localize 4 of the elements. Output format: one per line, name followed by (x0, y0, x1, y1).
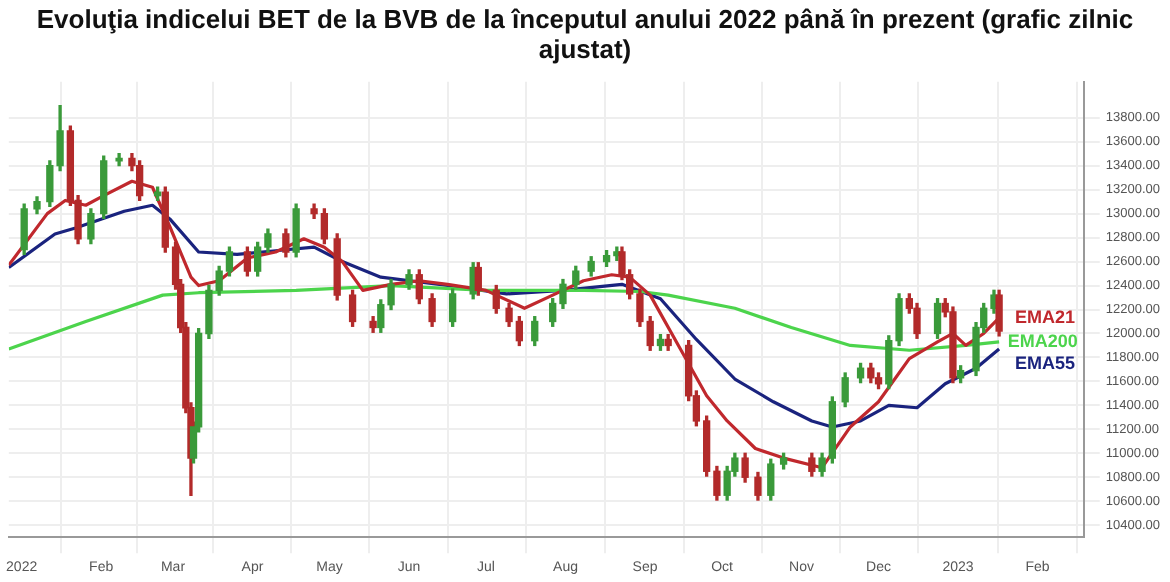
series-label: EMA21 (1015, 306, 1076, 327)
chart-title: Evoluţia indicelui BET de la BVB de la începutul anului 2022 până în prezent (grafic zilnic ajustat) (34, 2, 1136, 68)
series-label: EMA55 (1015, 352, 1076, 373)
series-label: EMA200 (1007, 330, 1078, 351)
